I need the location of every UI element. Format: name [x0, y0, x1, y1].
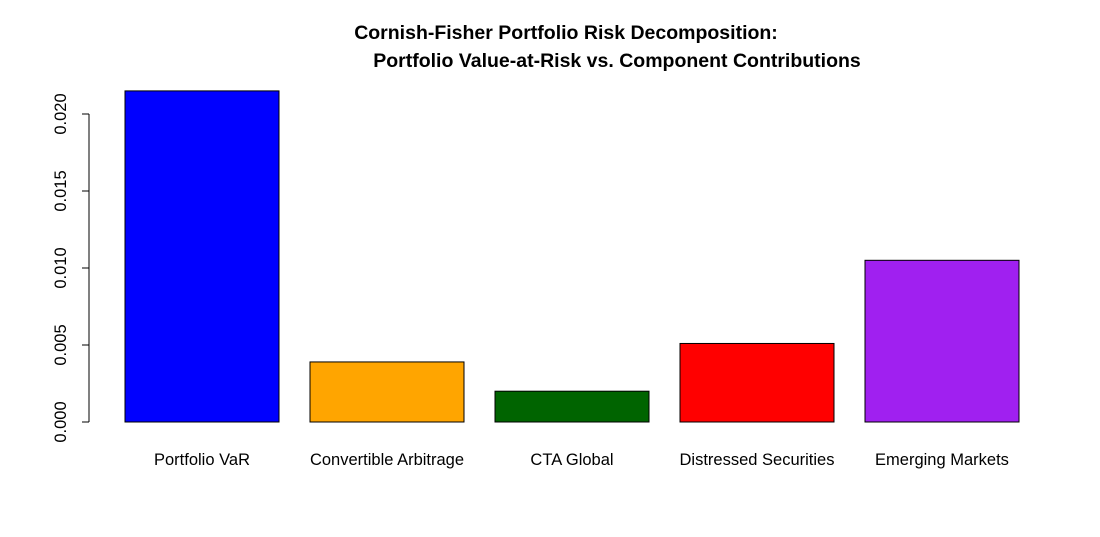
category-label: Portfolio VaR [154, 451, 250, 469]
y-tick-label: 0.010 [52, 247, 70, 288]
bar-convertible-arbitrage [309, 361, 465, 423]
bar-series [124, 90, 1020, 423]
bar-cta-global [494, 390, 650, 423]
y-tick-label: 0.005 [52, 324, 70, 365]
bar-portfolio-var [124, 90, 280, 423]
chart-subtitle: Portfolio Value-at-Risk vs. Component Co… [373, 50, 861, 72]
category-label: Convertible Arbitrage [310, 451, 464, 469]
chart-title: Cornish-Fisher Portfolio Risk Decomposit… [354, 22, 778, 44]
category-label: Distressed Securities [680, 451, 835, 469]
category-label: Emerging Markets [875, 451, 1009, 469]
bar-emerging-markets [864, 259, 1020, 423]
category-labels: Portfolio VaR Convertible Arbitrage CTA Gl… [154, 451, 1009, 469]
y-tick-label: 0.020 [52, 93, 70, 134]
y-axis: 0.000 0.005 0.010 0.015 0.020 [52, 93, 90, 443]
bar-distressed-securities [679, 342, 835, 423]
y-tick-label: 0.015 [52, 170, 70, 211]
category-label: CTA Global [530, 451, 613, 469]
y-tick-label: 0.000 [52, 401, 70, 442]
